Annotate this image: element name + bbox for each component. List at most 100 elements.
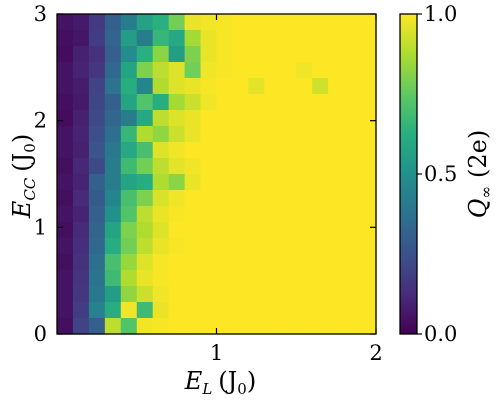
heatmap-cell: [360, 190, 377, 207]
heatmap-cell: [57, 190, 74, 207]
heatmap-cell: [328, 78, 345, 95]
heatmap-cell: [344, 238, 361, 255]
heatmap-cell: [72, 110, 90, 127]
heatmap-cell: [152, 190, 170, 207]
heatmap-cell: [216, 270, 234, 287]
heatmap-cell: [248, 270, 265, 287]
heatmap-cell: [120, 254, 138, 271]
heatmap-cell: [104, 318, 122, 335]
heatmap-cell: [328, 206, 345, 223]
heatmap-cell: [328, 270, 345, 287]
heatmap-cell: [328, 254, 345, 271]
heatmap-cell: [136, 30, 154, 47]
heatmap-cell: [248, 318, 265, 335]
heatmap-cell: [200, 110, 218, 127]
heatmap-cell: [88, 94, 106, 111]
heatmap-cell: [57, 270, 74, 287]
heatmap-cell: [264, 142, 281, 159]
heatmap-cell: [264, 206, 281, 223]
heatmap-cell: [264, 190, 281, 207]
heatmap-cell: [72, 190, 90, 207]
heatmap-cell: [152, 126, 170, 143]
heatmap-cell: [248, 174, 265, 191]
heatmap-cell: [248, 206, 265, 223]
heatmap-cell: [248, 286, 265, 303]
heatmap-cell: [57, 62, 74, 79]
heatmap-cell: [184, 110, 202, 127]
heatmap-cell: [104, 302, 122, 319]
heatmap-cell: [184, 206, 202, 223]
heatmap-cell: [312, 238, 329, 255]
heatmap-cell: [296, 238, 313, 255]
heatmap-cell: [232, 238, 249, 255]
heatmap-cell: [120, 318, 138, 335]
heatmap-cell: [360, 30, 377, 47]
heatmap-cell: [104, 142, 122, 159]
heatmap-cell: [344, 110, 361, 127]
heatmap-cell: [184, 14, 202, 31]
heatmap-cell: [72, 62, 90, 79]
heatmap-cell: [136, 238, 154, 255]
heatmap-cell: [280, 222, 297, 239]
heatmap-cell: [184, 126, 202, 143]
heatmap-cell: [152, 254, 170, 271]
heatmap-cell: [296, 46, 313, 63]
heatmap-cell: [232, 46, 249, 63]
heatmap-cell: [280, 126, 297, 143]
heatmap-cell: [88, 62, 106, 79]
heatmap-cell: [104, 158, 122, 175]
heatmap-cell: [200, 222, 218, 239]
colorbar-ticks: 0.0 0.5 1.0: [417, 2, 457, 346]
y-tick-label: 1: [34, 215, 47, 239]
heatmap-cell: [360, 302, 377, 319]
heatmap-cell: [296, 110, 313, 127]
heatmap-cell: [360, 270, 377, 287]
heatmap-cell: [184, 270, 202, 287]
heatmap-cell: [312, 254, 329, 271]
heatmap-cell: [312, 46, 329, 63]
plot-ticks: [57, 13, 377, 335]
heatmap-cell: [200, 174, 218, 191]
heatmap-cell: [360, 14, 377, 31]
heatmap-cell: [88, 206, 106, 223]
heatmap-cell: [136, 302, 154, 319]
heatmap-cell: [232, 318, 249, 335]
heatmap-cell: [104, 286, 122, 303]
heatmap-cell: [152, 222, 170, 239]
y-tick-label: 0: [34, 322, 47, 346]
heatmap-cell: [104, 30, 122, 47]
heatmap-cell: [104, 62, 122, 79]
heatmap-cell: [248, 94, 265, 111]
heatmap-cell: [72, 286, 90, 303]
heatmap-cell: [168, 222, 186, 239]
heatmap-cell: [280, 286, 297, 303]
heatmap-cell: [120, 14, 138, 31]
heatmap-cell: [120, 30, 138, 47]
heatmap-cell: [57, 126, 74, 143]
heatmap-cell: [216, 206, 234, 223]
colorbar-tick-label: 0.0: [424, 322, 457, 346]
heatmap-cell: [360, 254, 377, 271]
heatmap-cell: [168, 174, 186, 191]
heatmap-cell: [296, 14, 313, 31]
heatmap-cell: [344, 14, 361, 31]
heatmap-cell: [104, 126, 122, 143]
heatmap-cell: [328, 158, 345, 175]
heatmap-cell: [152, 94, 170, 111]
heatmap-cell: [264, 222, 281, 239]
heatmap-cell: [248, 62, 265, 79]
heatmap-cell: [216, 14, 234, 31]
heatmap-cell: [57, 110, 74, 127]
heatmap-cell: [200, 206, 218, 223]
heatmap-cell: [168, 254, 186, 271]
heatmap-cell: [72, 254, 90, 271]
heatmap-cell: [280, 270, 297, 287]
heatmap-cell: [168, 238, 186, 255]
heatmap-cell: [104, 270, 122, 287]
heatmap-cell: [248, 142, 265, 159]
heatmap-cell: [280, 318, 297, 335]
heatmap-cell: [248, 190, 265, 207]
heatmap-cell: [360, 142, 377, 159]
heatmap-cell: [104, 78, 122, 95]
